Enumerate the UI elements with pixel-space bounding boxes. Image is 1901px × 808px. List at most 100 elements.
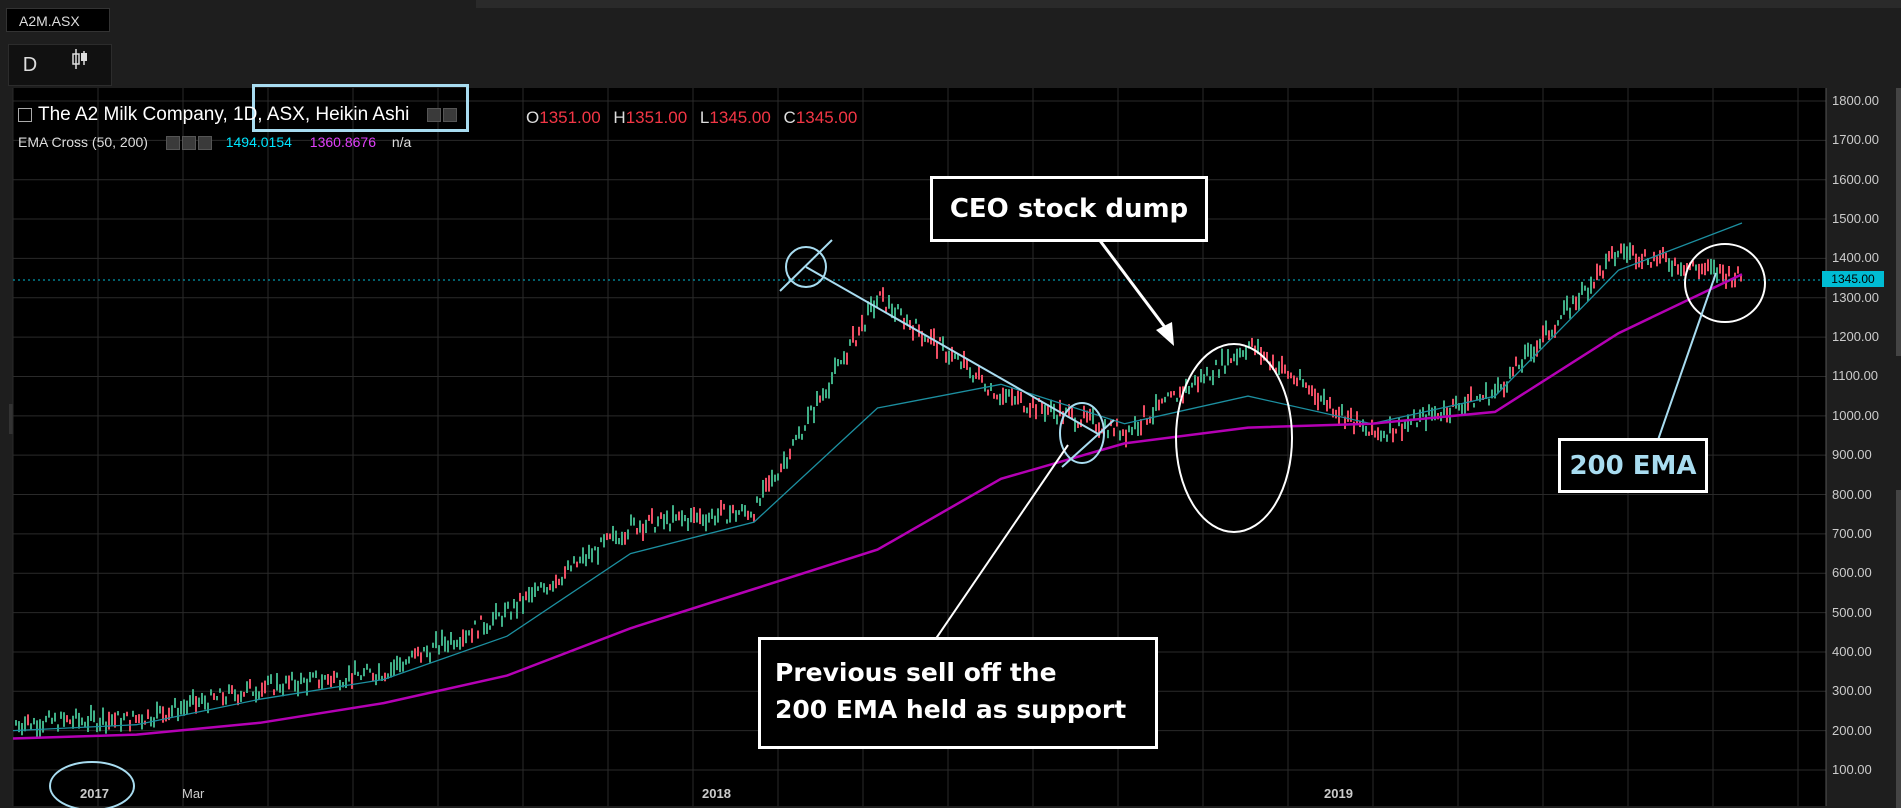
trendline-drawing[interactable]: [779, 239, 1115, 468]
price-bar: [1296, 377, 1298, 387]
price-bar: [618, 538, 620, 545]
price-bar: [696, 512, 698, 523]
price-bar: [1644, 249, 1646, 257]
price-bar: [147, 709, 149, 720]
price-bar: [1563, 300, 1565, 315]
price-bar: [426, 645, 428, 658]
price-bar: [90, 704, 92, 721]
price-bar: [18, 721, 20, 733]
price-bar: [138, 714, 140, 724]
price-bar: [723, 503, 725, 510]
price-tick-label: 600.00: [1832, 565, 1872, 581]
price-bar: [1740, 275, 1742, 282]
price-tick-label: 1400.00: [1832, 250, 1879, 266]
price-bar: [651, 508, 653, 524]
price-bar: [717, 508, 719, 523]
price-bar: [549, 584, 551, 591]
price-tick-label: 800.00: [1832, 486, 1872, 502]
price-bar: [1098, 422, 1100, 438]
interval-button[interactable]: D: [22, 54, 38, 76]
price-bar: [1368, 431, 1370, 436]
price-bar: [1494, 383, 1496, 399]
price-bar: [729, 505, 731, 523]
price-tick-label: 1000.00: [1832, 407, 1879, 423]
price-bar: [540, 582, 542, 588]
price-bar: [180, 701, 182, 715]
price-bar: [630, 514, 632, 526]
price-bar: [1695, 264, 1697, 271]
ema-remove-icon[interactable]: [197, 136, 212, 151]
price-tick-label: 700.00: [1832, 525, 1872, 541]
price-bar: [1248, 341, 1250, 349]
price-bar: [1335, 409, 1337, 419]
ceo-dump-annotation[interactable]: CEO stock dump: [930, 176, 1208, 242]
price-bar: [135, 715, 137, 723]
ema200-annotation[interactable]: 200 EMA: [1558, 438, 1708, 493]
price-bar: [450, 631, 452, 645]
price-bar: [24, 716, 26, 732]
price-bar: [312, 672, 314, 678]
price-bar: [1158, 399, 1160, 411]
price-bar: [927, 338, 929, 343]
price-bar: [1572, 295, 1574, 305]
price-bar: [588, 544, 590, 559]
price-bar: [579, 556, 581, 564]
price-bar: [378, 663, 380, 681]
price-bar: [1092, 406, 1094, 425]
price-bar: [726, 519, 728, 524]
price-bar: [1377, 427, 1379, 441]
price-bar: [420, 652, 422, 663]
hide-icon[interactable]: [442, 107, 457, 122]
price-bar: [300, 672, 302, 685]
price-bar: [1002, 387, 1004, 405]
price-tick-label: 1500.00: [1832, 211, 1879, 227]
collapse-icon[interactable]: [18, 107, 32, 122]
price-bar: [621, 531, 623, 546]
price-bar: [363, 668, 365, 677]
price-bar: [504, 602, 506, 618]
ema-settings-icon[interactable]: [165, 136, 180, 151]
price-bar: [234, 689, 236, 702]
price-bar: [69, 719, 71, 725]
price-bar: [1485, 382, 1487, 400]
price-bar: [405, 659, 407, 665]
scrollbar[interactable]: [1896, 88, 1901, 356]
price-bar: [645, 519, 647, 534]
price-bar: [720, 499, 722, 516]
price-bar: [597, 547, 599, 565]
price-tick-label: 200.00: [1832, 722, 1872, 738]
price-bar: [1650, 262, 1652, 268]
price-bar: [936, 342, 938, 359]
support-annotation[interactable]: Previous sell off the 200 EMA held as su…: [758, 637, 1158, 749]
price-bar: [462, 629, 464, 647]
price-bar: [1347, 410, 1349, 422]
price-bar: [1047, 404, 1049, 415]
ema-hide-icon[interactable]: [181, 136, 196, 151]
price-bar: [954, 353, 956, 359]
price-bar: [1716, 267, 1718, 283]
price-bar: [1317, 392, 1319, 411]
price-bar: [852, 325, 854, 343]
price-bar: [240, 690, 242, 702]
price-bar: [435, 631, 437, 649]
price-bar: [306, 678, 308, 696]
price-bar: [249, 679, 251, 689]
candles-icon[interactable]: [59, 45, 101, 85]
price-bar: [1056, 414, 1058, 425]
symbol-tab[interactable]: A2M.ASX: [6, 8, 110, 32]
price-bar: [1365, 425, 1367, 436]
price-bar: [429, 652, 431, 663]
price-bar: [261, 682, 263, 697]
price-bar: [744, 505, 746, 517]
scrollbar-lower[interactable]: [1896, 490, 1901, 808]
settings-icon[interactable]: [426, 107, 441, 122]
price-bar: [996, 394, 998, 400]
price-bar: [63, 712, 65, 727]
price-bar: [360, 675, 362, 681]
current-ema-ellipse: [1684, 243, 1766, 323]
price-tick-label: 1200.00: [1832, 329, 1879, 345]
price-bar: [243, 691, 245, 697]
price-bar: [825, 389, 827, 399]
price-bar: [1620, 243, 1622, 254]
price-bar: [831, 372, 833, 385]
